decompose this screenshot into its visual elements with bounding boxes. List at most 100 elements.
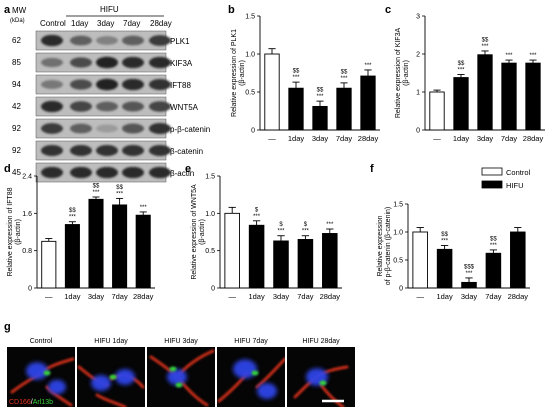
significance-label: $$: [441, 232, 448, 238]
x-tick-label: 28day: [523, 134, 544, 143]
chart-b-plk1: 0 0.5 1.0 1.5 Relative expression of PLK1 (β-…: [231, 14, 380, 143]
y-axis-label: Relative expression of KIF3A: [395, 28, 402, 119]
blot-band: [96, 101, 118, 112]
blot-mw: 85: [12, 58, 21, 67]
nucleus: [257, 383, 277, 399]
x-tick-label: 3day: [273, 292, 290, 301]
y-axis-sublabel: (β-actin): [239, 60, 246, 86]
chart-d-ift88: 0 0.8 1.6 2.4 Relative expression of IFT88 (β…: [7, 174, 155, 301]
blot-band: [122, 35, 144, 46]
x-tick-label: 7day: [297, 292, 314, 301]
arl13b-signal: [319, 380, 327, 386]
significance-label: ***: [529, 53, 537, 59]
y-axis-sublabel: of p-β-catenin (β-catenin): [385, 207, 392, 285]
blot-band: [96, 56, 118, 69]
significance-label: ***: [490, 243, 498, 249]
x-tick-label: 28day: [508, 292, 529, 301]
cd166-signal: [95, 393, 127, 407]
bar: [501, 62, 517, 131]
significance-label: $$: [482, 37, 489, 43]
blot-band: [70, 123, 92, 134]
micro-cell: [77, 365, 145, 407]
bar: [477, 54, 493, 131]
blot-lane-labels: Control 1day 3day 7day 28day: [40, 19, 172, 28]
micro-image: HIFU 1day: [77, 338, 145, 407]
panel-letter-d: d: [4, 163, 11, 175]
blot-row: 92 p-β-catenin: [12, 118, 210, 139]
legend: Control HIFU: [481, 167, 531, 190]
blot-row: 94 IFT88: [12, 74, 191, 95]
arl13b-signal: [109, 374, 117, 380]
blot-band: [96, 78, 118, 91]
x-tick-label: 3day: [312, 134, 329, 143]
x-tick-label: 3day: [88, 292, 105, 301]
micro-image: HIFU 7day: [217, 338, 285, 407]
blot-row: 92 β-catenin: [12, 140, 203, 161]
blot-band: [41, 145, 63, 156]
blot-band: [122, 101, 144, 112]
stain-label: CD166/Arl13b: [9, 399, 53, 406]
blot-lane-label: 28day: [150, 19, 172, 28]
cd166-signal: [255, 357, 285, 389]
significance-label: ***: [140, 205, 148, 211]
legend-swatch-hifu: [481, 180, 503, 189]
micro-title: HIFU 1day: [94, 338, 128, 345]
blot-band: [122, 166, 144, 179]
bar: [461, 281, 477, 289]
y-tick-label: 0.5: [245, 90, 255, 97]
blot-protein-label: β-actin: [170, 169, 194, 178]
y-tick-label: 0.8: [22, 248, 32, 255]
blot-lane-label: 7day: [123, 19, 140, 28]
micro-image: HIFU 28day: [287, 338, 355, 407]
legend-swatch-control: [481, 167, 503, 176]
blot-band: [41, 57, 63, 68]
blot-band: [41, 123, 63, 134]
x-tick-label: 1day: [436, 292, 453, 301]
blot-band: [96, 145, 118, 156]
x-tick-label: —: [228, 292, 236, 301]
nucleus: [115, 369, 135, 385]
x-tick-label: 3day: [477, 134, 494, 143]
blot-band: [70, 166, 92, 179]
significance-label: ***: [340, 76, 348, 82]
blot-row: 62 PLK1: [12, 30, 190, 51]
blot-band: [70, 57, 92, 68]
y-axis-sublabel: (β-actin): [15, 219, 22, 245]
bar: [64, 224, 80, 289]
blot-mw: 94: [12, 80, 21, 89]
x-tick-label: 1day: [288, 134, 305, 143]
chart-c-kif3a: 0 1 2 3 Relative expression of KIF3A (β-actin…: [395, 14, 545, 143]
y-tick-label: 1.0: [245, 52, 255, 59]
nucleus: [48, 379, 66, 395]
bar: [429, 91, 445, 131]
blot-row: 42 WNT5A: [12, 96, 199, 117]
blot-rows: 62 PLK1 85 KIF3A 94 IFT88 42 WNT5A 92 p-β-catenin…: [12, 30, 210, 183]
blot-row: 45 β-actin: [12, 162, 194, 183]
blot-band: [41, 166, 63, 179]
blot-band: [96, 124, 118, 133]
y-tick-label: 1.0: [205, 211, 215, 218]
y-tick-label: 2: [416, 52, 420, 59]
y-tick-label: 0: [416, 128, 420, 135]
significance-label: $: [279, 222, 283, 228]
bar: [224, 212, 240, 289]
x-tick-label: —: [416, 292, 424, 301]
nucleus: [167, 369, 187, 385]
bar: [297, 239, 314, 289]
significance-label: $: [304, 222, 308, 228]
x-tick-label: —: [433, 134, 441, 143]
micro-title: HIFU 3day: [164, 338, 198, 345]
bar: [41, 240, 57, 289]
y-axis-sublabel: (β-actin): [403, 60, 410, 86]
x-tick-label: 28day: [133, 292, 154, 301]
blot-band: [70, 79, 92, 90]
blot-protein-label: WNT5A: [170, 103, 199, 112]
micro-cell: [10, 357, 75, 407]
y-tick-label: 0: [399, 286, 403, 293]
arl13b-signal: [175, 382, 183, 388]
x-tick-label: 1day: [248, 292, 265, 301]
significance-label: ***: [116, 191, 124, 197]
x-tick-label: —: [268, 134, 276, 143]
significance-label: ***: [481, 44, 489, 50]
significance-label: ***: [253, 214, 261, 220]
